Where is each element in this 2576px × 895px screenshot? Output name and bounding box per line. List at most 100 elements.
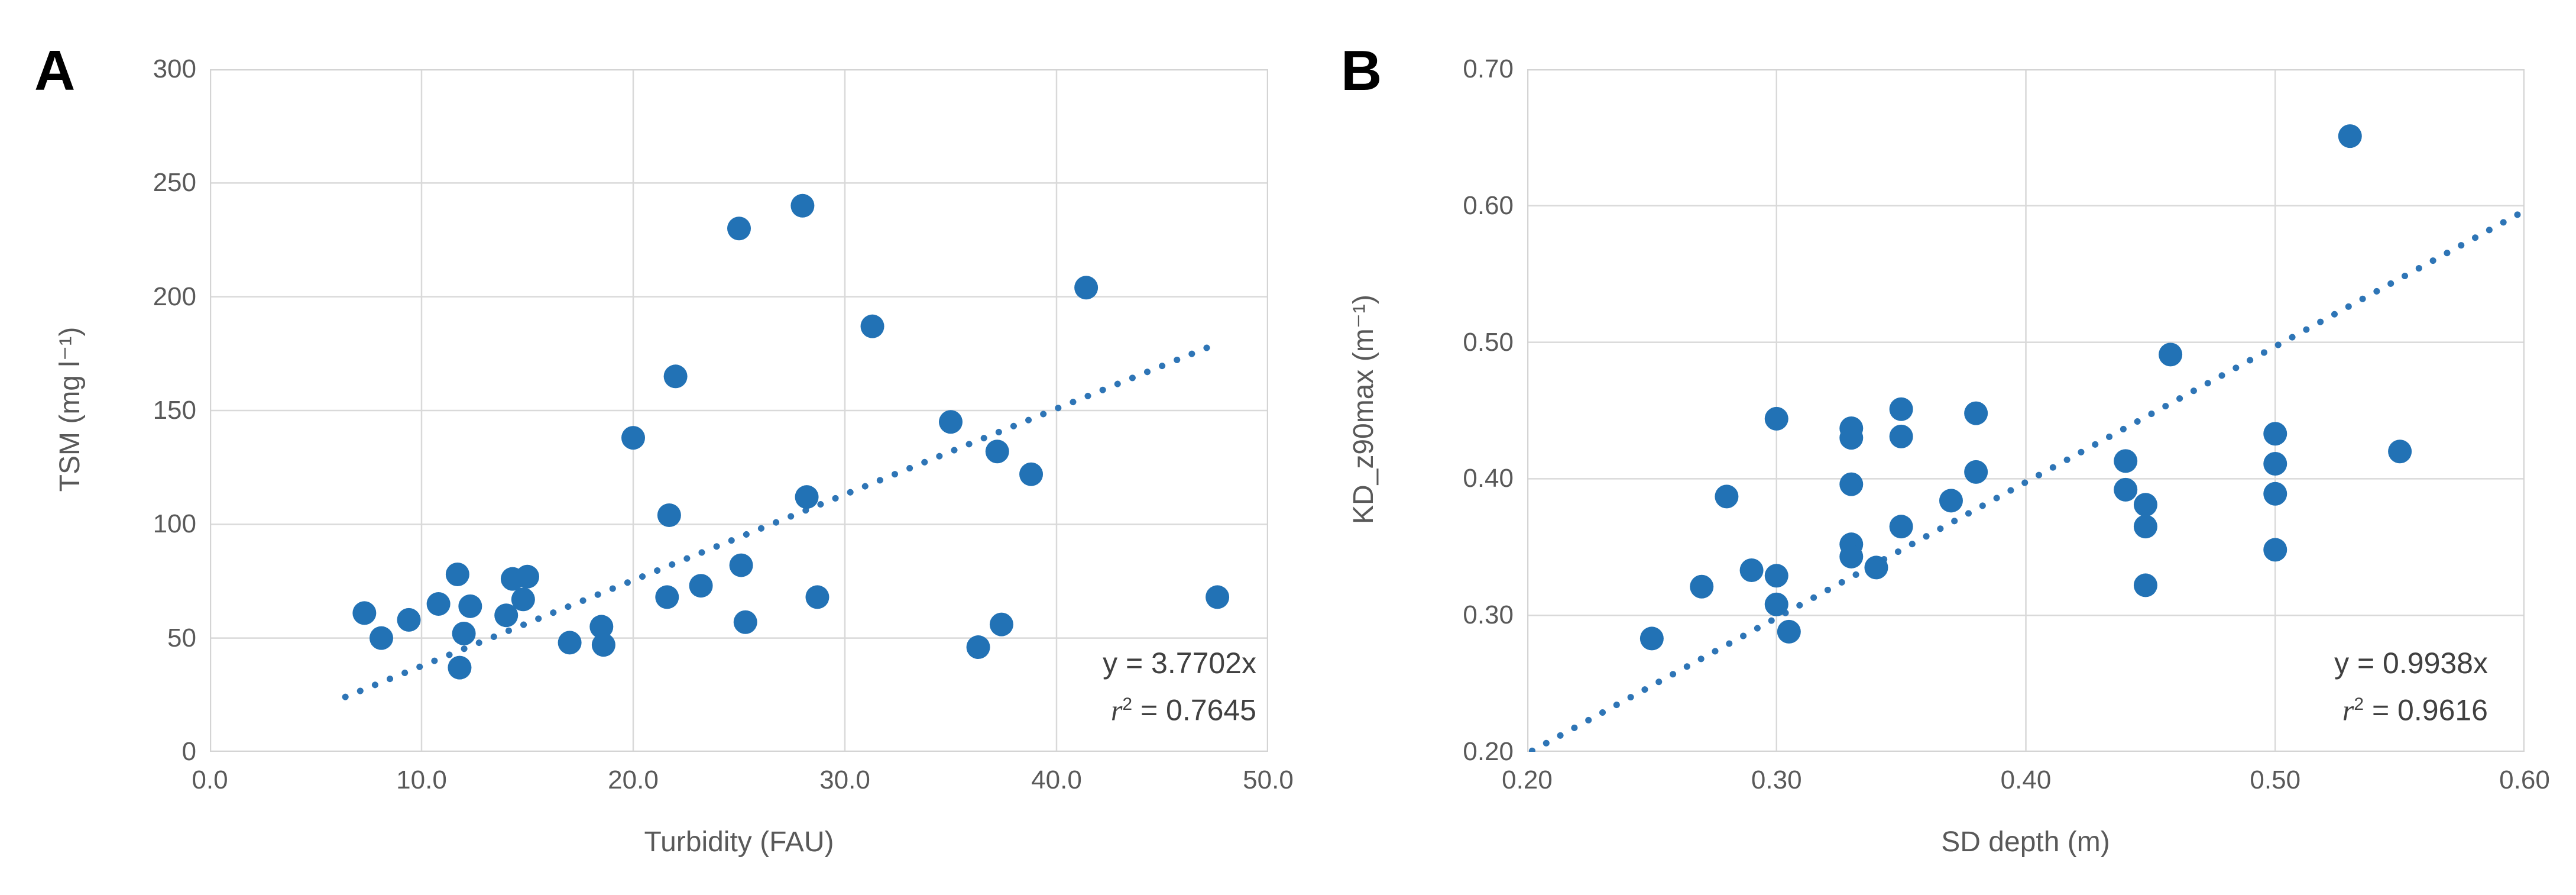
data-point — [2133, 573, 2157, 597]
data-point — [860, 314, 884, 338]
x-tick-label: 0.20 — [1502, 765, 1553, 794]
plot-border — [1527, 69, 2525, 752]
data-point — [2263, 452, 2287, 476]
data-point — [2159, 343, 2183, 367]
panel-a-x-axis-title: Turbidity (FAU) — [644, 826, 834, 858]
data-point — [795, 485, 819, 509]
data-point — [1964, 460, 1988, 484]
panel-b-r-squared: r2 = 0.9616 — [2342, 693, 2488, 727]
data-point — [1964, 401, 1988, 425]
panel-a-trendline-annotation: y = 3.7702x r2 = 0.7645 — [1103, 642, 1256, 731]
data-point — [727, 217, 751, 241]
data-point — [452, 621, 476, 645]
x-tick-label: 0.30 — [1751, 765, 1802, 794]
data-point — [516, 564, 539, 589]
data-point — [805, 585, 829, 609]
data-point — [985, 440, 1009, 464]
data-point — [2263, 538, 2287, 562]
data-point — [494, 603, 519, 628]
data-point — [2133, 515, 2157, 539]
data-point — [1764, 406, 1788, 431]
x-tick-label: 0.50 — [2250, 765, 2301, 794]
data-point — [448, 655, 472, 680]
plot-border — [210, 69, 1268, 752]
data-point — [2114, 477, 2138, 502]
panel-b-x-axis-title: SD depth (m) — [1941, 826, 2110, 858]
data-point — [445, 562, 469, 586]
data-point — [657, 503, 681, 527]
y-tick-label: 0.60 — [1463, 190, 1514, 220]
data-point — [2388, 440, 2412, 464]
y-tick-label: 0.40 — [1463, 464, 1514, 493]
data-point — [2263, 422, 2287, 446]
panel-b-letter: B — [1341, 39, 1382, 102]
panel-b-trendline-equation: y = 0.9938x — [2334, 647, 2488, 680]
data-point — [2338, 124, 2362, 148]
data-point — [2263, 482, 2287, 506]
data-point — [655, 585, 679, 609]
data-point — [733, 610, 757, 634]
data-point — [1889, 424, 1913, 448]
data-point — [458, 594, 482, 618]
panel-b-y-axis-title: KD_z90max (m⁻¹) — [1348, 294, 1379, 525]
data-point — [1839, 472, 1864, 496]
data-point — [966, 635, 990, 660]
data-point — [1764, 592, 1788, 616]
panel-a-letter: A — [34, 39, 76, 102]
y-tick-label: 0.70 — [1463, 54, 1514, 83]
y-tick-label: 0.20 — [1463, 737, 1514, 766]
data-point — [591, 633, 615, 657]
y-tick-label: 150 — [153, 396, 196, 425]
data-point — [939, 410, 963, 434]
data-point — [1777, 619, 1801, 644]
panel-b-plot-area — [1527, 69, 2525, 752]
data-point — [1074, 276, 1099, 300]
data-point — [1739, 558, 1764, 583]
panel-b-trendline-annotation: y = 0.9938x r2 = 0.9616 — [2334, 642, 2488, 731]
x-tick-label: 50.0 — [1243, 765, 1294, 794]
x-tick-label: 0.40 — [2000, 765, 2052, 794]
y-tick-label: 250 — [153, 168, 196, 198]
data-point — [1690, 574, 1714, 599]
data-point — [1206, 585, 1230, 609]
data-point — [1889, 515, 1913, 539]
data-point — [1639, 626, 1664, 651]
x-tick-label: 0.60 — [2499, 765, 2550, 794]
data-point — [790, 193, 815, 218]
x-tick-label: 20.0 — [608, 765, 659, 794]
data-point — [1864, 555, 1888, 580]
data-point — [989, 612, 1013, 636]
data-point — [1839, 426, 1864, 450]
data-point — [369, 626, 393, 650]
x-tick-label: 40.0 — [1031, 765, 1082, 794]
data-point — [511, 587, 535, 612]
y-tick-label: 200 — [153, 282, 196, 311]
data-point — [689, 574, 713, 598]
data-point — [2114, 449, 2138, 473]
data-point — [621, 426, 645, 450]
data-point — [1939, 489, 1963, 513]
data-point — [1889, 397, 1913, 421]
y-tick-label: 0 — [182, 737, 196, 766]
trendline — [342, 339, 1223, 700]
y-tick-label: 300 — [153, 54, 196, 83]
data-point — [1715, 484, 1739, 509]
panel-a-trendline-equation: y = 3.7702x — [1103, 647, 1256, 680]
panel-a-r-squared: r2 = 0.7645 — [1110, 693, 1256, 727]
data-point — [426, 592, 451, 616]
data-point — [1764, 564, 1788, 588]
y-tick-label: 100 — [153, 509, 196, 539]
x-tick-label: 30.0 — [819, 765, 870, 794]
data-point — [729, 553, 753, 577]
x-tick-label: 10.0 — [396, 765, 447, 794]
y-tick-label: 50 — [167, 623, 196, 652]
data-point — [397, 608, 421, 632]
data-point — [558, 631, 582, 655]
y-tick-label: 0.50 — [1463, 327, 1514, 357]
data-point — [1839, 544, 1864, 568]
data-point — [589, 615, 614, 639]
x-tick-label: 0.0 — [192, 765, 228, 794]
